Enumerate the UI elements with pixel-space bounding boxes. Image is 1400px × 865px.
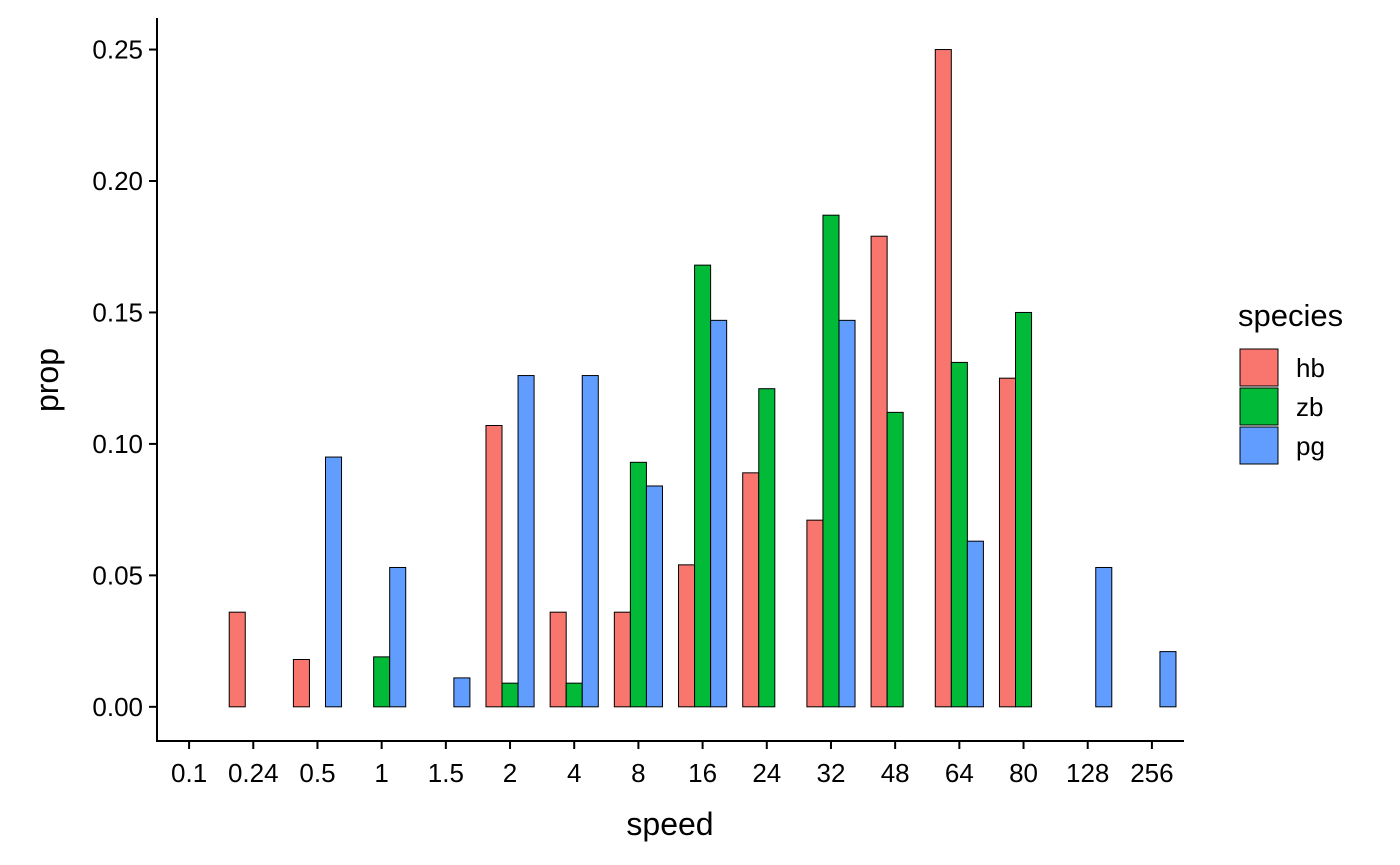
bar-pg-16	[710, 319, 728, 708]
bar-pg-128	[1095, 566, 1113, 708]
bar-hb-0.24	[228, 611, 246, 708]
bar-hb-48	[870, 235, 888, 708]
bar-zb-80	[1015, 311, 1033, 708]
x-axis-title: speed	[626, 806, 713, 842]
bar-hb-80	[998, 377, 1017, 708]
bar-hb-0.5	[292, 658, 310, 708]
x-tick-label: 0.24	[228, 758, 279, 788]
legend: species hb zb pg	[1238, 298, 1343, 465]
legend-title: species	[1238, 298, 1343, 333]
bar-zb-24	[758, 388, 776, 708]
bar-hb-2	[485, 425, 503, 708]
x-tick-label: 32	[817, 758, 846, 788]
bar-zb-2	[501, 682, 519, 708]
x-tick-label: 0.5	[299, 758, 335, 788]
x-tick-label: 128	[1066, 758, 1109, 788]
x-tick-label: 256	[1130, 758, 1173, 788]
x-tick-label: 1	[374, 758, 388, 788]
x-tick-label: 16	[688, 758, 717, 788]
x-tick-label: 4	[567, 758, 581, 788]
bar-pg-2	[517, 375, 535, 708]
y-tick-label: 0.00	[92, 692, 143, 722]
y-tick-label: 0.25	[92, 35, 143, 65]
bar-zb-48	[886, 411, 904, 708]
bar-pg-0.5	[324, 456, 343, 708]
y-tick-label: 0.15	[92, 297, 143, 327]
x-tick-label: 80	[1009, 758, 1038, 788]
bar-hb-8	[613, 611, 631, 708]
y-tick-label: 0.10	[92, 429, 143, 459]
bar-zb-64	[950, 361, 968, 708]
y-tick-label: 0.05	[92, 560, 143, 590]
bars-layer	[228, 49, 1177, 708]
x-tick-label: 1.5	[428, 758, 464, 788]
x-tick-label: 48	[881, 758, 910, 788]
bar-hb-4	[549, 611, 567, 708]
legend-swatch-hb	[1239, 348, 1279, 387]
legend-swatch-zb	[1239, 387, 1279, 426]
legend-label-hb: hb	[1296, 353, 1325, 383]
y-tick-label: 0.20	[92, 166, 143, 196]
bar-pg-256	[1159, 651, 1177, 708]
x-tick-label: 24	[752, 758, 781, 788]
bar-hb-24	[742, 472, 760, 708]
x-tick-label: 64	[945, 758, 974, 788]
x-tick-label: 2	[503, 758, 517, 788]
x-axis-ticks: 0.1 0.24 0.5 1 1.5 2 4 8 16 24 32 48 64 80 128 256	[171, 741, 1174, 788]
y-axis-title: prop	[29, 348, 65, 412]
bar-zb-32	[822, 214, 840, 708]
bar-zb-16	[694, 264, 712, 708]
bar-zb-4	[565, 682, 583, 708]
bar-pg-32	[838, 319, 856, 708]
bar-pg-4	[581, 375, 599, 708]
x-tick-label: 8	[631, 758, 645, 788]
legend-swatch-pg	[1239, 426, 1279, 465]
bar-hb-64	[934, 49, 952, 708]
legend-items: hb zb pg	[1239, 348, 1325, 465]
legend-label-zb: zb	[1296, 392, 1323, 422]
legend-label-pg: pg	[1296, 431, 1325, 461]
x-tick-label: 0.1	[171, 758, 207, 788]
bar-pg-64	[966, 540, 984, 708]
bar-zb-1	[373, 656, 391, 708]
y-axis-ticks: 0.00 0.05 0.10 0.15 0.20 0.25	[92, 35, 157, 722]
bar-pg-8	[645, 485, 663, 708]
bar-hb-16	[678, 564, 696, 708]
bar-hb-32	[806, 519, 824, 708]
bar-pg-1.5	[453, 677, 471, 708]
bar-pg-1	[389, 566, 407, 708]
bar-zb-8	[629, 461, 647, 708]
